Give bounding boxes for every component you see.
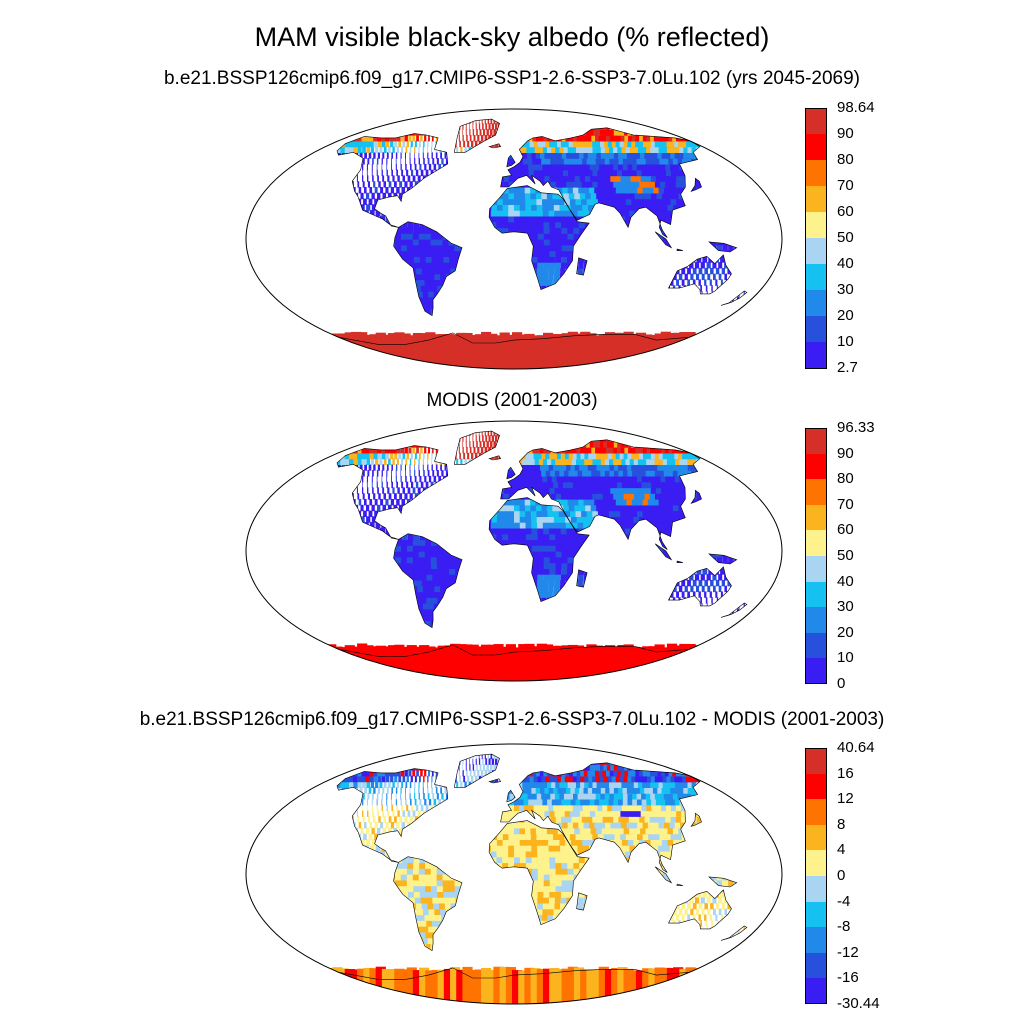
colorbar-swatch	[805, 773, 827, 800]
colorbar-tick-label: 10	[837, 649, 854, 667]
colorbar-tick-label: 40	[837, 255, 854, 272]
colorbar-swatch	[805, 824, 827, 851]
colorbar-swatch	[805, 428, 827, 455]
colorbar-tick-label: -12	[837, 943, 859, 961]
map-panel-2	[245, 420, 783, 682]
colorbar-panel-3: 40.64 16 12 8 4 0 -4 -8 -12 -16 -30.44	[805, 740, 925, 1012]
colorbar-tick-label: -4	[837, 892, 851, 910]
colorbar-swatch	[805, 556, 827, 583]
colorbar-tick-label: 60	[837, 521, 854, 539]
colorbar-swatch	[805, 927, 827, 954]
colorbar-tick-label: 12	[837, 790, 854, 808]
colorbar-swatch	[805, 978, 827, 1005]
colorbar-swatch	[805, 581, 827, 608]
colorbar-swatch	[805, 453, 827, 480]
colorbar-swatch	[805, 290, 827, 317]
colorbar-swatch	[805, 479, 827, 506]
colorbar-swatch	[805, 186, 827, 213]
colorbar-tick-label: 50	[837, 229, 854, 246]
colorbar-tick-label: -8	[837, 918, 851, 936]
colorbar-swatch	[805, 901, 827, 928]
colorbar-swatch	[805, 748, 827, 775]
colorbar-tick-label: 4	[837, 841, 846, 859]
colorbar-swatch	[805, 160, 827, 187]
colorbar-swatch	[805, 212, 827, 239]
colorbar-swatch	[805, 504, 827, 531]
colorbar-swatch	[805, 342, 827, 369]
colorbar-swatch	[805, 607, 827, 634]
map-panel-3	[245, 743, 783, 1005]
colorbar-tick-label: 2.7	[837, 359, 858, 376]
colorbar-swatch	[805, 134, 827, 161]
colorbar-tick-label: 90	[837, 125, 854, 142]
colorbar-tick-label: 30	[837, 281, 854, 298]
colorbar-tick-label: 20	[837, 307, 854, 324]
colorbar-tick-label: 30	[837, 598, 854, 616]
colorbar-swatch	[805, 658, 827, 685]
map-panel-1	[245, 108, 783, 370]
colorbar-swatch	[805, 850, 827, 877]
colorbar-swatch	[805, 952, 827, 979]
panel-1-title: b.e21.BSSP126cmip6.f09_g17.CMIP6-SSP1-2.…	[163, 68, 861, 89]
colorbar-panel-1: 98.64 90 80 70 60 50 40 30 20 10 2.7	[805, 100, 925, 376]
colorbar-tick-label: 80	[837, 151, 854, 168]
colorbar-tick-label: 0	[837, 675, 846, 692]
panel-2-title: MODIS (2001-2003)	[426, 390, 598, 411]
colorbar-swatch	[805, 316, 827, 343]
colorbar-tick-label: 50	[837, 547, 854, 564]
colorbar-tick-label: 98.64	[837, 99, 875, 116]
colorbar-tick-label: 90	[837, 444, 854, 462]
colorbar-tick-label: 16	[837, 764, 854, 782]
colorbar-tick-label: 8	[837, 815, 846, 833]
colorbar-tick-label: 70	[837, 177, 854, 194]
colorbar-swatch	[805, 876, 827, 903]
colorbar-panel-2: 96.33 90 80 70 60 50 40 30 20 10 0	[805, 420, 925, 692]
colorbar-tick-label: 96.33	[837, 419, 875, 436]
colorbar-swatch	[805, 238, 827, 265]
colorbar-swatch	[805, 632, 827, 659]
colorbar-tick-label: 60	[837, 203, 854, 220]
colorbar-tick-label: 40.64	[837, 739, 875, 756]
colorbar-tick-label: 20	[837, 623, 854, 641]
colorbar-tick-label: -16	[837, 969, 859, 987]
main-title: MAM visible black-sky albedo (% reflecte…	[254, 22, 770, 52]
colorbar-tick-label: 0	[837, 867, 846, 884]
colorbar-tick-label: 70	[837, 495, 854, 513]
colorbar-tick-label: -30.44	[837, 995, 880, 1012]
colorbar-swatch	[805, 530, 827, 557]
colorbar-swatch	[805, 799, 827, 826]
colorbar-tick-label: 80	[837, 470, 854, 488]
panel-3-title: b.e21.BSSP126cmip6.f09_g17.CMIP6-SSP1-2.…	[139, 709, 885, 730]
colorbar-tick-label: 10	[837, 333, 854, 350]
colorbar-tick-label: 40	[837, 572, 854, 590]
colorbar-swatch	[805, 108, 827, 135]
colorbar-swatch	[805, 264, 827, 291]
